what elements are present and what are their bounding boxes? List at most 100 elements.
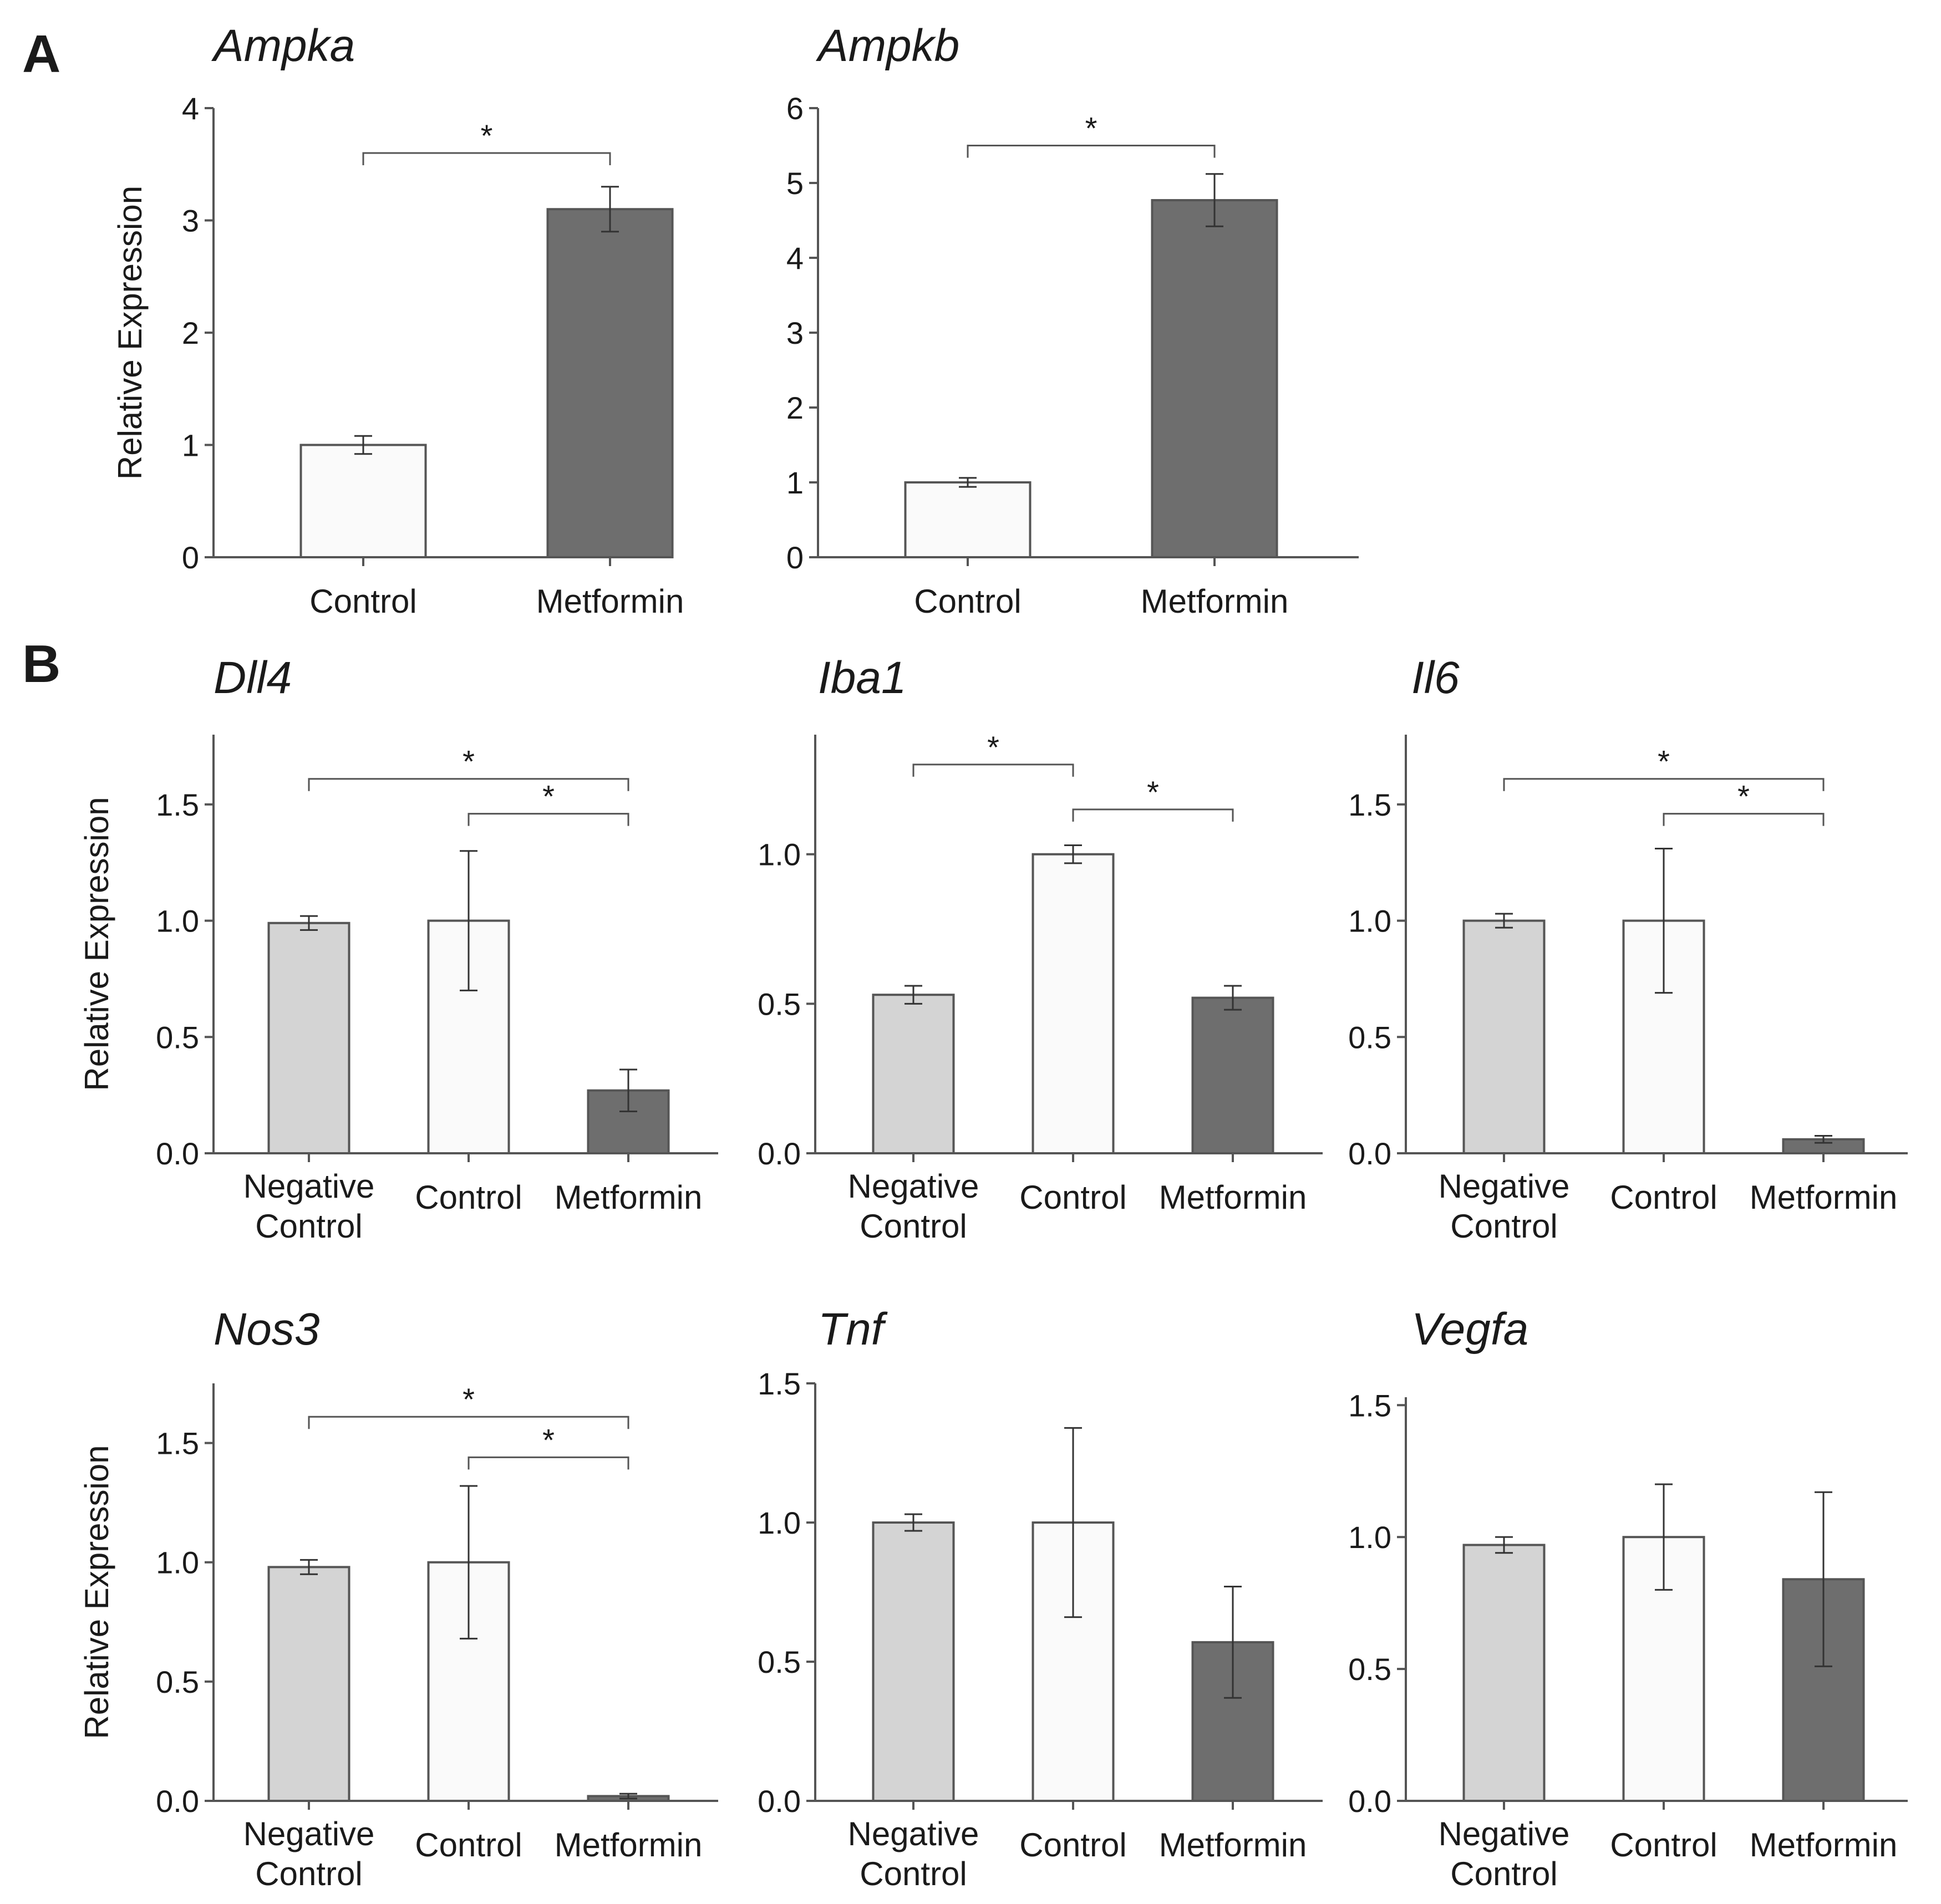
bar-negative-control bbox=[1462, 1544, 1546, 1802]
y-tick-label: 5 bbox=[786, 166, 804, 201]
x-category-label: Control bbox=[1019, 1179, 1126, 1216]
significance-bracket bbox=[468, 1456, 629, 1470]
bar-metformin bbox=[546, 208, 674, 558]
chart-title: Il6 bbox=[1411, 653, 1460, 703]
y-tick-label: 1 bbox=[786, 465, 804, 500]
y-tick-label: 1.0 bbox=[758, 1505, 801, 1540]
x-category-label: Control bbox=[309, 583, 416, 620]
x-category-label-line: Control bbox=[1450, 1855, 1557, 1892]
x-category-label-line: Control bbox=[255, 1855, 362, 1892]
chart-title: Iba1 bbox=[818, 653, 907, 703]
y-tick-label: 0.0 bbox=[1348, 1784, 1391, 1819]
y-tick-label: 3 bbox=[786, 315, 804, 350]
x-category-label: Negative Control bbox=[848, 1815, 979, 1892]
chart-title: Dll4 bbox=[214, 653, 292, 703]
bar-negative-control bbox=[267, 922, 350, 1154]
y-axis-title: Relative Expression bbox=[78, 797, 115, 1091]
bar-chart-dll4: Dll4 Relative Expression 0.0 0.5 1.0 1.5 Negat… bbox=[78, 653, 718, 1245]
y-tick-label: 0.0 bbox=[758, 1784, 801, 1819]
x-category-label: Negative Control bbox=[848, 1168, 979, 1245]
significance-bracket bbox=[308, 778, 629, 791]
significance-bracket bbox=[1072, 808, 1234, 822]
chart-title: Tnf bbox=[818, 1304, 888, 1355]
y-tick-label: 1.5 bbox=[1348, 1388, 1391, 1423]
y-tick-label: 0.0 bbox=[758, 1136, 801, 1171]
x-category-label: Metformin bbox=[1141, 583, 1289, 620]
significance-star: * bbox=[542, 1422, 555, 1457]
x-category-label-line: Control bbox=[860, 1208, 967, 1245]
significance-bracket bbox=[468, 813, 629, 826]
x-category-label: Metformin bbox=[555, 1826, 703, 1864]
x-category-label: Metformin bbox=[1159, 1826, 1307, 1864]
y-tick-label: 0.0 bbox=[156, 1136, 199, 1171]
chart-title: Vegfa bbox=[1411, 1304, 1528, 1355]
y-tick-label: 6 bbox=[786, 91, 804, 126]
y-tick-label: 0.5 bbox=[156, 1664, 199, 1699]
y-tick-label: 1.0 bbox=[1348, 1520, 1391, 1555]
y-tick-label: 1.5 bbox=[156, 787, 199, 822]
significance-star: * bbox=[542, 779, 555, 814]
significance-bracket bbox=[967, 145, 1216, 158]
bar-negative-control bbox=[872, 994, 955, 1155]
bar-chart-nos3: Nos3 Relative Expression 0.0 0.5 1.0 1.5 Negat… bbox=[78, 1304, 718, 1892]
y-tick-label: 0.5 bbox=[1348, 1020, 1391, 1055]
y-tick-label: 0 bbox=[182, 540, 199, 575]
x-category-label: Control bbox=[415, 1826, 522, 1864]
x-category-label-line: Negative bbox=[1439, 1168, 1570, 1205]
x-category-label: Control bbox=[415, 1179, 522, 1216]
x-category-label: Negative Control bbox=[1439, 1815, 1570, 1892]
x-category-label-line: Negative bbox=[848, 1815, 979, 1852]
x-category-label: Metformin bbox=[1750, 1826, 1898, 1864]
significance-star: * bbox=[987, 730, 999, 765]
y-axis-title: Relative Expression bbox=[111, 186, 149, 480]
x-category-label-line: Control bbox=[860, 1855, 967, 1892]
significance-star: * bbox=[1737, 779, 1750, 814]
y-tick-label: 0.5 bbox=[758, 986, 801, 1021]
bar-negative-control bbox=[1462, 919, 1546, 1154]
y-tick-label: 4 bbox=[786, 241, 804, 276]
y-axis-title: Relative Expression bbox=[78, 1445, 115, 1739]
y-tick-label: 1.0 bbox=[156, 904, 199, 939]
significance-bracket bbox=[1663, 813, 1825, 826]
x-category-label: Control bbox=[1610, 1826, 1717, 1864]
y-tick-label: 0 bbox=[786, 540, 804, 575]
y-tick-label: 2 bbox=[182, 315, 199, 350]
bar-chart-ampka: Ampka Relative Expression 0 1 2 3 4 Control Metf… bbox=[111, 21, 684, 620]
y-tick-label: 0.0 bbox=[1348, 1136, 1391, 1171]
chart-title: Nos3 bbox=[214, 1304, 319, 1355]
y-tick-label: 0.5 bbox=[758, 1645, 801, 1679]
x-category-label-line: Negative bbox=[848, 1168, 979, 1205]
bar-control bbox=[904, 481, 1032, 558]
x-category-label-line: Control bbox=[255, 1208, 362, 1245]
x-category-label: Negative Control bbox=[1439, 1168, 1570, 1245]
significance-bracket bbox=[912, 763, 1074, 777]
chart-title: Ampka bbox=[211, 21, 355, 71]
bar-control bbox=[299, 444, 427, 558]
chart-title: Ampkb bbox=[815, 21, 959, 71]
significance-star: * bbox=[481, 118, 493, 153]
bar-metformin bbox=[1151, 199, 1278, 558]
y-tick-label: 1.0 bbox=[1348, 904, 1391, 939]
bar-metformin bbox=[1191, 996, 1274, 1154]
y-tick-label: 0.0 bbox=[156, 1784, 199, 1819]
x-category-label: Control bbox=[1610, 1179, 1717, 1216]
x-category-label: Negative Control bbox=[243, 1815, 375, 1892]
x-category-label: Metformin bbox=[536, 583, 684, 620]
bar-control bbox=[1032, 853, 1115, 1154]
bar-chart-ampkb: Ampkb 0 1 2 3 4 5 6 Control Metformin * bbox=[786, 21, 1359, 620]
significance-bracket bbox=[1503, 778, 1825, 791]
y-tick-label: 0.5 bbox=[156, 1020, 199, 1055]
significance-bracket bbox=[308, 1416, 629, 1429]
x-category-label: Control bbox=[914, 583, 1021, 620]
y-tick-label: 1.5 bbox=[1348, 787, 1391, 822]
significance-star: * bbox=[1085, 111, 1097, 146]
significance-star: * bbox=[1658, 744, 1670, 779]
panel-letter-a: A bbox=[22, 24, 60, 84]
significance-star: * bbox=[1147, 775, 1159, 810]
x-category-label-line: Negative bbox=[243, 1815, 375, 1852]
panel-letter-b: B bbox=[22, 634, 60, 694]
